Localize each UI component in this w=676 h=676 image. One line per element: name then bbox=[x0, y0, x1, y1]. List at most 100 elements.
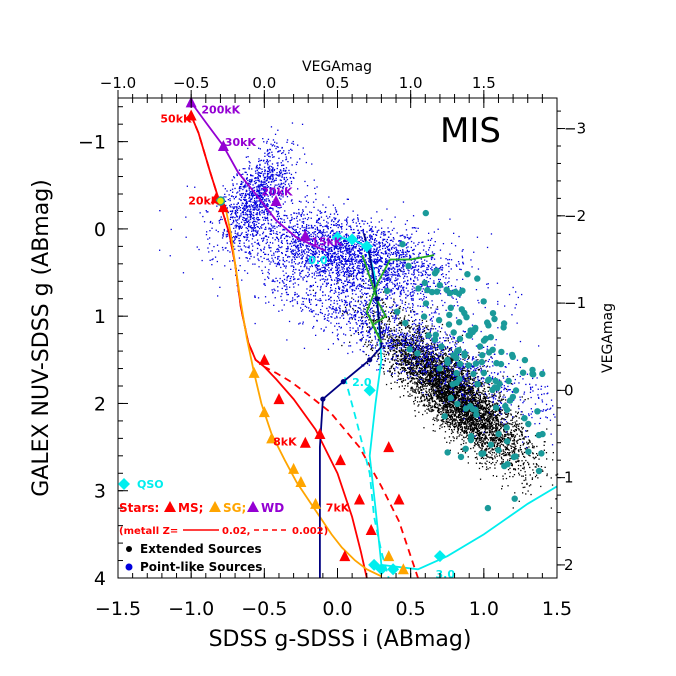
scatter-point bbox=[528, 485, 531, 487]
scatter-point bbox=[468, 372, 471, 375]
scatter-point bbox=[462, 369, 464, 372]
scatter-point bbox=[452, 406, 455, 408]
scatter-point bbox=[523, 438, 525, 440]
scatter-point bbox=[417, 405, 419, 407]
scatter-point bbox=[466, 384, 468, 386]
scatter-point bbox=[513, 450, 515, 452]
scatter-point bbox=[415, 364, 418, 366]
scatter-point bbox=[487, 370, 489, 372]
scatter-point bbox=[402, 354, 404, 356]
scatter-point bbox=[411, 388, 413, 390]
scatter-point bbox=[366, 345, 368, 348]
scatter-point bbox=[552, 452, 554, 454]
scatter-point bbox=[438, 377, 441, 379]
scatter-point bbox=[476, 388, 479, 390]
scatter-point bbox=[505, 399, 507, 401]
scatter-point bbox=[463, 382, 466, 384]
scatter-point bbox=[436, 388, 438, 390]
scatter-point bbox=[504, 473, 506, 475]
scatter-point bbox=[444, 409, 446, 411]
scatter-point bbox=[440, 383, 442, 385]
scatter-point bbox=[443, 373, 446, 375]
scatter-point bbox=[436, 414, 438, 416]
scatter-point bbox=[462, 358, 464, 361]
scatter-point bbox=[494, 467, 496, 469]
scatter-point bbox=[393, 330, 396, 332]
scatter-point bbox=[522, 443, 525, 445]
scatter-point bbox=[471, 378, 473, 381]
scatter-point bbox=[498, 429, 500, 431]
scatter-point bbox=[408, 327, 410, 329]
scatter-point bbox=[464, 358, 466, 360]
scatter-point bbox=[420, 377, 423, 379]
scatter-point bbox=[510, 432, 513, 434]
scatter-point bbox=[446, 370, 449, 372]
scatter-point bbox=[419, 348, 421, 350]
scatter-point bbox=[393, 344, 395, 346]
scatter-point bbox=[497, 426, 499, 428]
scatter-point bbox=[493, 439, 496, 441]
scatter-point bbox=[480, 407, 483, 409]
scatter-point bbox=[414, 344, 416, 346]
scatter-point bbox=[491, 451, 494, 454]
scatter-point bbox=[484, 434, 486, 436]
scatter-point bbox=[441, 411, 443, 413]
scatter-point bbox=[486, 460, 488, 462]
scatter-point bbox=[473, 428, 475, 431]
scatter-point bbox=[459, 391, 461, 393]
scatter-point bbox=[485, 432, 487, 434]
scatter-point bbox=[420, 389, 423, 391]
scatter-point bbox=[357, 301, 359, 303]
scatter-point bbox=[441, 396, 443, 398]
scatter-point bbox=[401, 385, 403, 387]
scatter-point bbox=[509, 467, 511, 469]
scatter-point bbox=[491, 410, 493, 413]
scatter-point bbox=[459, 389, 461, 391]
scatter-point bbox=[446, 406, 448, 409]
scatter-point bbox=[449, 405, 451, 407]
scatter-point bbox=[492, 405, 494, 407]
scatter-point bbox=[383, 301, 385, 304]
scatter-point bbox=[427, 379, 430, 381]
scatter-point bbox=[511, 434, 513, 436]
scatter-point bbox=[417, 336, 419, 338]
scatter-point bbox=[414, 339, 416, 342]
scatter-point bbox=[479, 391, 481, 394]
scatter-point bbox=[381, 316, 383, 318]
scatter-point bbox=[375, 345, 377, 347]
scatter-point bbox=[394, 381, 396, 383]
scatter-point bbox=[475, 443, 477, 445]
scatter-point bbox=[419, 382, 421, 385]
scatter-point bbox=[514, 492, 516, 494]
scatter-point bbox=[421, 385, 423, 387]
scatter-point bbox=[501, 441, 504, 443]
scatter-point bbox=[447, 410, 449, 413]
scatter-point bbox=[406, 342, 409, 345]
scatter-point bbox=[480, 442, 482, 444]
scatter-point bbox=[447, 387, 450, 389]
scatter-point bbox=[478, 395, 480, 397]
scatter-point bbox=[431, 405, 434, 407]
scatter-point bbox=[437, 354, 439, 356]
scatter-point bbox=[479, 462, 481, 464]
scatter-point bbox=[536, 453, 538, 455]
scatter-point bbox=[440, 378, 442, 380]
scatter-point bbox=[466, 414, 468, 416]
scatter-point bbox=[519, 444, 522, 447]
scatter-point bbox=[419, 371, 422, 373]
scatter-point bbox=[486, 455, 488, 457]
scatter-point bbox=[424, 405, 426, 407]
scatter-point bbox=[492, 475, 494, 477]
scatter-point bbox=[481, 444, 483, 446]
scatter-point bbox=[473, 424, 475, 427]
scatter-point bbox=[503, 430, 505, 432]
scatter-point bbox=[509, 471, 511, 474]
scatter-point bbox=[447, 380, 449, 383]
scatter-point bbox=[445, 375, 447, 378]
scatter-point bbox=[425, 390, 427, 392]
scatter-point bbox=[443, 398, 445, 400]
scatter-point bbox=[448, 406, 450, 408]
scatter-point bbox=[442, 418, 445, 420]
scatter-point bbox=[474, 442, 476, 444]
scatter-point bbox=[483, 410, 485, 412]
